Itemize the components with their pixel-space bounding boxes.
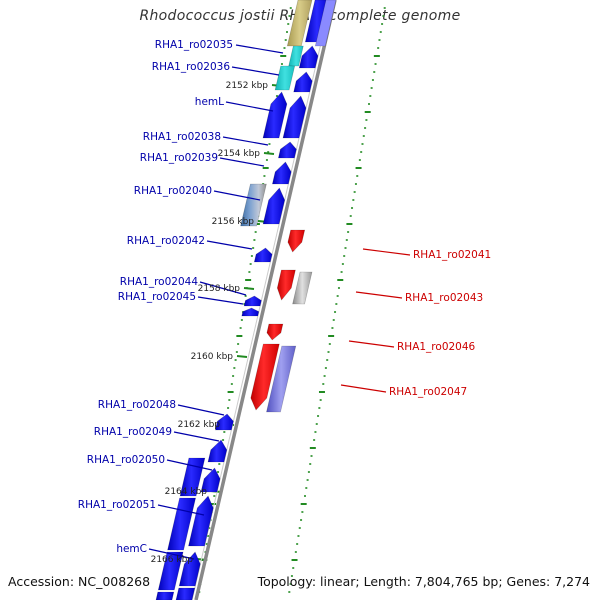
gene-label-minus[interactable]: RHA1_ro02041 xyxy=(413,249,491,261)
scale-tick-label: 2154 kbp xyxy=(218,149,261,159)
plus-strand-gene[interactable] xyxy=(207,439,228,463)
gene-label-plus[interactable]: RHA1_ro02051 xyxy=(78,499,156,511)
gene-label-plus[interactable]: RHA1_ro02039 xyxy=(140,152,218,164)
label-leader-line xyxy=(148,548,195,560)
minus-strand-gene[interactable] xyxy=(276,269,296,301)
scale-tick-label: 2160 kbp xyxy=(191,352,234,362)
plus-strand-gene[interactable] xyxy=(175,587,196,600)
label-leader-line xyxy=(197,296,244,305)
gene-label-plus[interactable]: RHA1_ro02049 xyxy=(94,426,172,438)
genome-summary-text: Topology: linear; Length: 7,804,765 bp; … xyxy=(257,574,590,589)
label-leader-line xyxy=(157,504,205,516)
label-leader-line xyxy=(222,136,269,146)
minus-strand-gene[interactable] xyxy=(266,323,284,341)
label-leader-line xyxy=(355,291,403,299)
scale-tick-label: 2162 kbp xyxy=(178,420,221,430)
scale-tick-mark xyxy=(243,287,255,290)
plus-strand-gene[interactable] xyxy=(167,497,196,551)
label-leader-line xyxy=(173,431,220,442)
gene-label-minus[interactable]: RHA1_ro02047 xyxy=(389,386,467,398)
plus-strand-gene[interactable] xyxy=(243,295,262,307)
gene-label-plus[interactable]: RHA1_ro02045 xyxy=(118,291,196,303)
plus-strand-gene[interactable] xyxy=(262,91,288,139)
scale-tick-label: 2156 kbp xyxy=(212,217,255,227)
gene-label-plus[interactable]: hemC xyxy=(116,543,147,555)
accession-text: Accession: NC_008268 xyxy=(8,574,151,589)
plus-strand-gene-cyan[interactable] xyxy=(288,45,304,67)
label-leader-line xyxy=(231,66,280,76)
plus-strand-gene-light[interactable] xyxy=(314,0,337,47)
gene-label-minus[interactable]: RHA1_ro02046 xyxy=(397,341,476,353)
label-leader-line xyxy=(348,340,395,348)
gene-label-plus[interactable]: RHA1_ro02035 xyxy=(155,39,233,51)
plus-strand-gene[interactable] xyxy=(200,467,221,493)
gene-label-plus[interactable]: RHA1_ro02050 xyxy=(87,454,165,466)
label-leader-line xyxy=(166,459,213,471)
plus-strand-gene[interactable] xyxy=(155,591,175,600)
label-leader-line xyxy=(225,101,274,112)
genome-backbone-shadow xyxy=(191,0,332,600)
plus-strand-gene[interactable] xyxy=(272,161,292,185)
plus-strand-gene[interactable] xyxy=(178,551,201,587)
scale-tick-label: 2166 kbp xyxy=(151,555,194,565)
label-leader-line xyxy=(219,157,265,167)
gene-label-plus[interactable]: RHA1_ro02036 xyxy=(152,61,231,73)
plus-strand-gene[interactable] xyxy=(215,413,234,431)
gene-label-plus[interactable]: RHA1_ro02048 xyxy=(98,399,176,411)
gene-label-minus[interactable]: RHA1_ro02043 xyxy=(405,292,483,304)
scale-tick-label: 2152 kbp xyxy=(226,81,269,91)
scale-tick-mark xyxy=(236,355,248,358)
plus-strand-gene[interactable] xyxy=(278,141,297,159)
label-leader-line xyxy=(206,240,253,250)
minus-strand-gene-purple[interactable] xyxy=(266,345,297,413)
label-leader-line xyxy=(340,384,387,393)
gene-label-plus[interactable]: RHA1_ro02040 xyxy=(134,185,212,197)
plus-strand-gene[interactable] xyxy=(157,551,184,591)
plus-strand-gene[interactable] xyxy=(262,187,286,225)
plus-strand-gene-cyan[interactable] xyxy=(274,65,296,91)
label-leader-line xyxy=(177,404,225,416)
minus-strand-gene[interactable] xyxy=(287,229,306,253)
scale-tick-mark xyxy=(263,152,275,155)
gene-label-plus[interactable]: RHA1_ro02044 xyxy=(120,276,199,288)
plus-strand-gene[interactable] xyxy=(241,307,260,317)
plus-strand-gene[interactable] xyxy=(298,45,319,69)
gene-label-plus[interactable]: RHA1_ro02038 xyxy=(143,131,221,143)
scale-tick-label: 2164 kbp xyxy=(165,487,208,497)
plus-strand-gene[interactable] xyxy=(293,71,313,93)
plus-strand-gene[interactable] xyxy=(188,495,214,547)
gene-label-plus[interactable]: hemL xyxy=(195,96,224,108)
genome-backbone xyxy=(194,0,337,600)
label-leader-line xyxy=(199,281,247,296)
gene-label-plus[interactable]: RHA1_ro02042 xyxy=(127,235,205,247)
label-leader-line xyxy=(213,190,261,201)
label-leader-line xyxy=(235,44,284,54)
plus-strand-gene[interactable] xyxy=(282,95,307,139)
scale-tick-label: 2158 kbp xyxy=(198,284,241,294)
label-leader-line xyxy=(362,248,411,256)
minus-strand-gene[interactable] xyxy=(250,343,280,411)
minus-strand-gene-grey[interactable] xyxy=(292,271,313,305)
plus-strand-gene[interactable] xyxy=(253,247,273,263)
plus-strand-gene-ro02040[interactable] xyxy=(240,183,267,227)
